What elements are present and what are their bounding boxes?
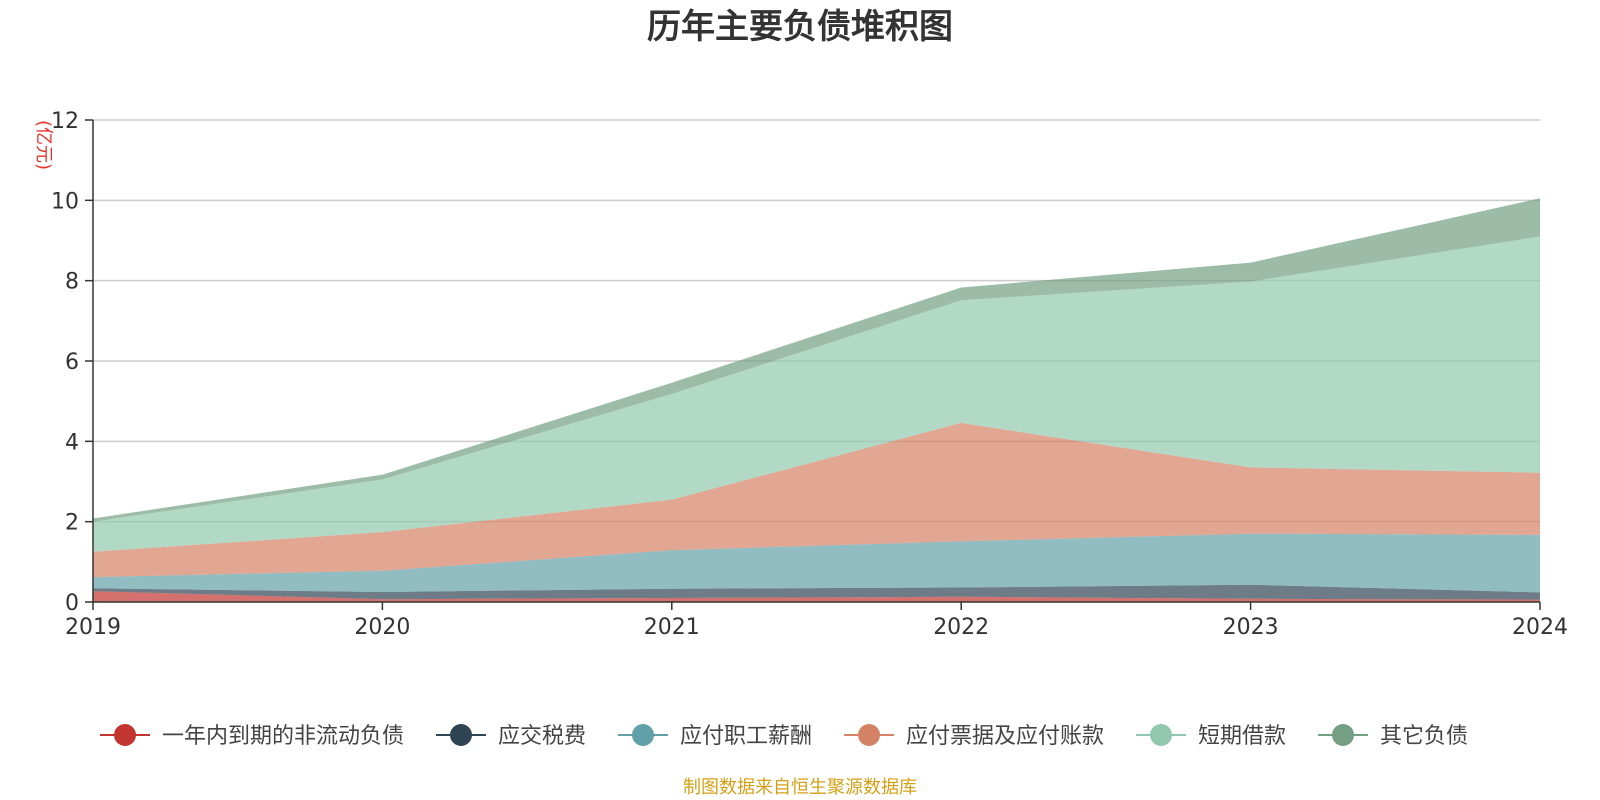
legend-marker <box>114 724 136 746</box>
legend-label: 应付票据及应付账款 <box>906 724 1104 749</box>
legend-marker <box>858 724 880 746</box>
y-tick-label: 2 <box>65 511 79 536</box>
area-series <box>93 198 1540 602</box>
area-series-1 <box>93 591 1540 602</box>
area-series-5 <box>93 236 1540 552</box>
x-tick-label: 2019 <box>65 615 121 640</box>
x-tick-label: 2023 <box>1223 615 1279 640</box>
legend-label: 其它负债 <box>1380 724 1468 749</box>
legend-label: 应付职工薪酬 <box>680 724 812 749</box>
legend-label: 短期借款 <box>1198 724 1286 749</box>
area-series-6 <box>93 198 1540 522</box>
legend: 一年内到期的非流动负债 应交税费 应付职工薪酬 应付票据及应付账款 短期借款 其它负债 <box>100 724 1468 749</box>
area-series-2 <box>93 584 1540 600</box>
y-tick-label: 12 <box>51 109 79 134</box>
x-tick-label: 2024 <box>1512 615 1568 640</box>
y-tick-label: 10 <box>51 189 79 214</box>
area-series-3 <box>93 533 1540 593</box>
x-tick-label: 2020 <box>354 615 410 640</box>
chart-title: 历年主要负债堆积图 <box>647 7 953 47</box>
x-tick-label: 2022 <box>933 615 989 640</box>
x-tick-label: 2021 <box>644 615 700 640</box>
legend-marker <box>1150 724 1172 746</box>
axes: 0 2 4 6 8 10 12 2019 2020 2021 2022 2023 2024 <box>51 109 1568 640</box>
y-tick-label: 0 <box>65 591 79 616</box>
legend-label: 应交税费 <box>498 724 586 749</box>
y-axis-unit-label: (亿元) <box>33 120 54 170</box>
data-source-note: 制图数据来自恒生聚源数据库 <box>683 777 917 798</box>
y-tick-label: 6 <box>65 350 79 375</box>
legend-marker <box>1332 724 1354 746</box>
legend-marker <box>632 724 654 746</box>
legend-label: 一年内到期的非流动负债 <box>162 724 404 749</box>
y-tick-label: 4 <box>65 430 79 455</box>
y-tick-label: 8 <box>65 270 79 295</box>
area-series-4 <box>93 422 1540 578</box>
legend-marker <box>450 724 472 746</box>
